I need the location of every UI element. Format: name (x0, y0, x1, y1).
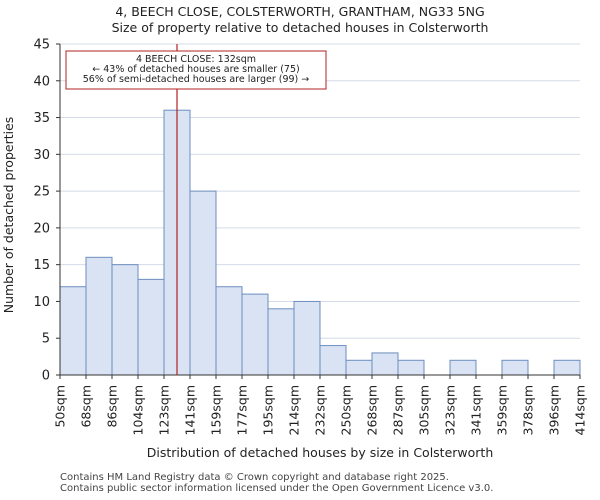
annotation-line-3: 56% of semi-detached houses are larger (… (83, 74, 310, 85)
histogram-bar (111, 264, 139, 376)
histogram-bar (449, 359, 477, 376)
histogram-bar (59, 286, 87, 376)
annotation-line-2: ← 43% of detached houses are smaller (75… (92, 64, 299, 75)
x-tick-label: 287sqm (391, 385, 406, 435)
histogram-bar (371, 352, 399, 376)
histogram-bar (189, 190, 217, 376)
x-tick-label: 123sqm (157, 385, 172, 435)
histogram-bar (397, 359, 425, 376)
annotation-line-1: 4 BEECH CLOSE: 132sqm (136, 54, 256, 65)
histogram-bar (553, 359, 581, 376)
x-tick-label: 86sqm (105, 385, 120, 428)
histogram-bar (241, 293, 269, 376)
y-tick-label: 40 (33, 74, 50, 89)
x-tick-label: 159sqm (209, 385, 224, 435)
x-tick-label: 305sqm (417, 385, 432, 435)
annotation-box (65, 50, 327, 90)
x-tick-label: 359sqm (495, 385, 510, 435)
x-tick-label: 414sqm (573, 385, 588, 435)
x-tick-label: 177sqm (235, 385, 250, 435)
chart-title: 4, BEECH CLOSE, COLSTERWORTH, GRANTHAM, … (115, 4, 485, 19)
y-tick-label: 5 (42, 332, 50, 347)
x-tick-label: 104sqm (131, 385, 146, 435)
histogram-bar (319, 345, 347, 376)
y-tick-label: 0 (42, 369, 50, 384)
y-axis-title: Number of detached properties (1, 117, 16, 314)
x-tick-label: 378sqm (521, 385, 536, 435)
histogram-bar (501, 359, 529, 376)
histogram-bar (215, 286, 243, 376)
x-tick-label: 250sqm (339, 385, 354, 435)
y-tick-label: 15 (33, 258, 50, 273)
histogram-bar (293, 300, 321, 376)
x-tick-label: 323sqm (443, 385, 458, 435)
histogram-bar (137, 278, 165, 376)
x-tick-label: 141sqm (183, 385, 198, 435)
x-tick-label: 50sqm (53, 385, 68, 428)
x-tick-label: 195sqm (261, 385, 276, 435)
attribution-line-1: Contains HM Land Registry data © Crown c… (60, 472, 449, 483)
chart-subtitle: Size of property relative to detached ho… (111, 20, 489, 35)
y-tick-label: 20 (33, 221, 50, 236)
x-tick-label: 232sqm (313, 385, 328, 435)
y-tick-label: 45 (33, 38, 50, 53)
histogram-bar (85, 256, 113, 376)
x-tick-label: 396sqm (547, 385, 562, 435)
x-tick-label: 214sqm (287, 385, 302, 435)
x-axis-title: Distribution of detached houses by size … (147, 445, 494, 460)
x-tick-label: 268sqm (365, 385, 380, 435)
histogram-bar (267, 308, 295, 376)
histogram-bar (345, 359, 373, 376)
y-tick-label: 25 (33, 185, 50, 200)
y-tick-label: 10 (33, 295, 50, 310)
y-tick-label: 35 (33, 111, 50, 126)
x-tick-label: 341sqm (469, 385, 484, 435)
y-tick-label: 30 (33, 148, 50, 163)
attribution-line-2: Contains public sector information licen… (60, 483, 494, 494)
x-tick-label: 68sqm (79, 385, 94, 428)
